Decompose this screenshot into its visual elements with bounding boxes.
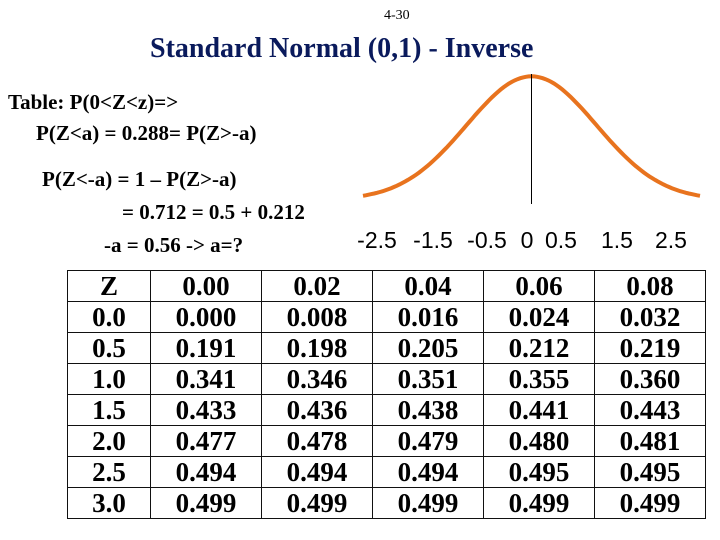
- probability-cell: 0.499: [372, 487, 484, 519]
- table-row: 1.5 0.433 0.436 0.438 0.441 0.443: [67, 394, 706, 426]
- text-line-table: Table: P(0<Z<z)=>: [8, 90, 179, 114]
- probability-cell: 0.219: [594, 332, 706, 364]
- probability-cell: 0.355: [483, 363, 595, 395]
- probability-cell: 0.02: [261, 270, 373, 302]
- probability-cell: 0.198: [261, 332, 373, 364]
- text-line-solve: -a = 0.56 -> a=?: [104, 233, 244, 257]
- x-tick-label: -0.5: [467, 227, 507, 253]
- x-tick-label: 2.5: [655, 227, 687, 253]
- table-header-row: Z 0.00 0.02 0.04 0.06 0.08: [67, 270, 706, 302]
- text-line-complement: P(Z<-a) = 1 – P(Z>-a): [42, 167, 237, 191]
- tick-label-layer: -2.5 -1.5 -0.5 0 0.5 1.5 2.5: [357, 227, 687, 253]
- probability-cell: 0.480: [483, 425, 595, 457]
- z-value-cell: 1.0: [67, 363, 151, 395]
- table-row: 2.5 0.494 0.494 0.494 0.495 0.495: [67, 456, 706, 488]
- table-row: 3.0 0.499 0.499 0.499 0.499 0.499: [67, 487, 706, 519]
- probability-cell: 0.032: [594, 301, 706, 333]
- table-row: 0.5 0.191 0.198 0.205 0.212 0.219: [67, 332, 706, 364]
- probability-cell: 0.479: [372, 425, 484, 457]
- curve-layer: [362, 74, 701, 204]
- probability-cell: 0.443: [594, 394, 706, 426]
- z-value-cell: 1.5: [67, 394, 151, 426]
- probability-cell: 0.494: [150, 456, 262, 488]
- probability-cell: 0.016: [372, 301, 484, 333]
- probability-cell: 0.436: [261, 394, 373, 426]
- probability-cell: 0.212: [483, 332, 595, 364]
- probability-cell: 0.499: [594, 487, 706, 519]
- z-table: Z 0.00 0.02 0.04 0.06 0.08 0.0 0.000 0.008 0.016 0…: [67, 270, 706, 519]
- probability-cell: 0.205: [372, 332, 484, 364]
- probability-cell: 0.191: [150, 332, 262, 364]
- z-value-cell: Z: [67, 270, 151, 302]
- probability-cell: 0.360: [594, 363, 706, 395]
- probability-cell: 0.499: [261, 487, 373, 519]
- slide-number: 4-30: [384, 8, 410, 23]
- probability-cell: 0.433: [150, 394, 262, 426]
- probability-cell: 0.06: [483, 270, 595, 302]
- z-value-cell: 2.0: [67, 425, 151, 457]
- probability-cell: 0.000: [150, 301, 262, 333]
- x-tick-label: 1.5: [601, 227, 633, 253]
- z-value-cell: 0.5: [67, 332, 151, 364]
- probability-cell: 0.478: [261, 425, 373, 457]
- probability-cell: 0.341: [150, 363, 262, 395]
- probability-cell: 0.00: [150, 270, 262, 302]
- text-line-sum: = 0.712 = 0.5 + 0.212: [122, 200, 305, 224]
- probability-cell: 0.495: [483, 456, 595, 488]
- table-row: 2.0 0.477 0.478 0.479 0.480 0.481: [67, 425, 706, 457]
- probability-cell: 0.481: [594, 425, 706, 457]
- probability-cell: 0.351: [372, 363, 484, 395]
- table-row: 1.0 0.341 0.346 0.351 0.355 0.360: [67, 363, 706, 395]
- table-row: 0.0 0.000 0.008 0.016 0.024 0.032: [67, 301, 706, 333]
- z-value-cell: 3.0: [67, 487, 151, 519]
- probability-cell: 0.477: [150, 425, 262, 457]
- probability-cell: 0.494: [261, 456, 373, 488]
- x-tick-label: -2.5: [357, 227, 397, 253]
- probability-cell: 0.438: [372, 394, 484, 426]
- x-tick-label: 0: [521, 227, 534, 253]
- z-value-cell: 2.5: [67, 456, 151, 488]
- probability-cell: 0.441: [483, 394, 595, 426]
- x-tick-label: -1.5: [413, 227, 453, 253]
- probability-cell: 0.499: [150, 487, 262, 519]
- normal-curve-chart: -2.5 -1.5 -0.5 0 0.5 1.5 2.5: [357, 74, 701, 253]
- probability-cell: 0.024: [483, 301, 595, 333]
- probability-cell: 0.008: [261, 301, 373, 333]
- text-line-p-z-less-a: P(Z<a) = 0.288= P(Z>-a): [36, 121, 257, 145]
- z-value-cell: 0.0: [67, 301, 151, 333]
- probability-cell: 0.04: [372, 270, 484, 302]
- probability-cell: 0.08: [594, 270, 706, 302]
- probability-cell: 0.346: [261, 363, 373, 395]
- slide-title: Standard Normal (0,1) - Inverse: [150, 33, 534, 64]
- x-tick-label: 0.5: [545, 227, 577, 253]
- probability-cell: 0.494: [372, 456, 484, 488]
- probability-cell: 0.495: [594, 456, 706, 488]
- probability-cell: 0.499: [483, 487, 595, 519]
